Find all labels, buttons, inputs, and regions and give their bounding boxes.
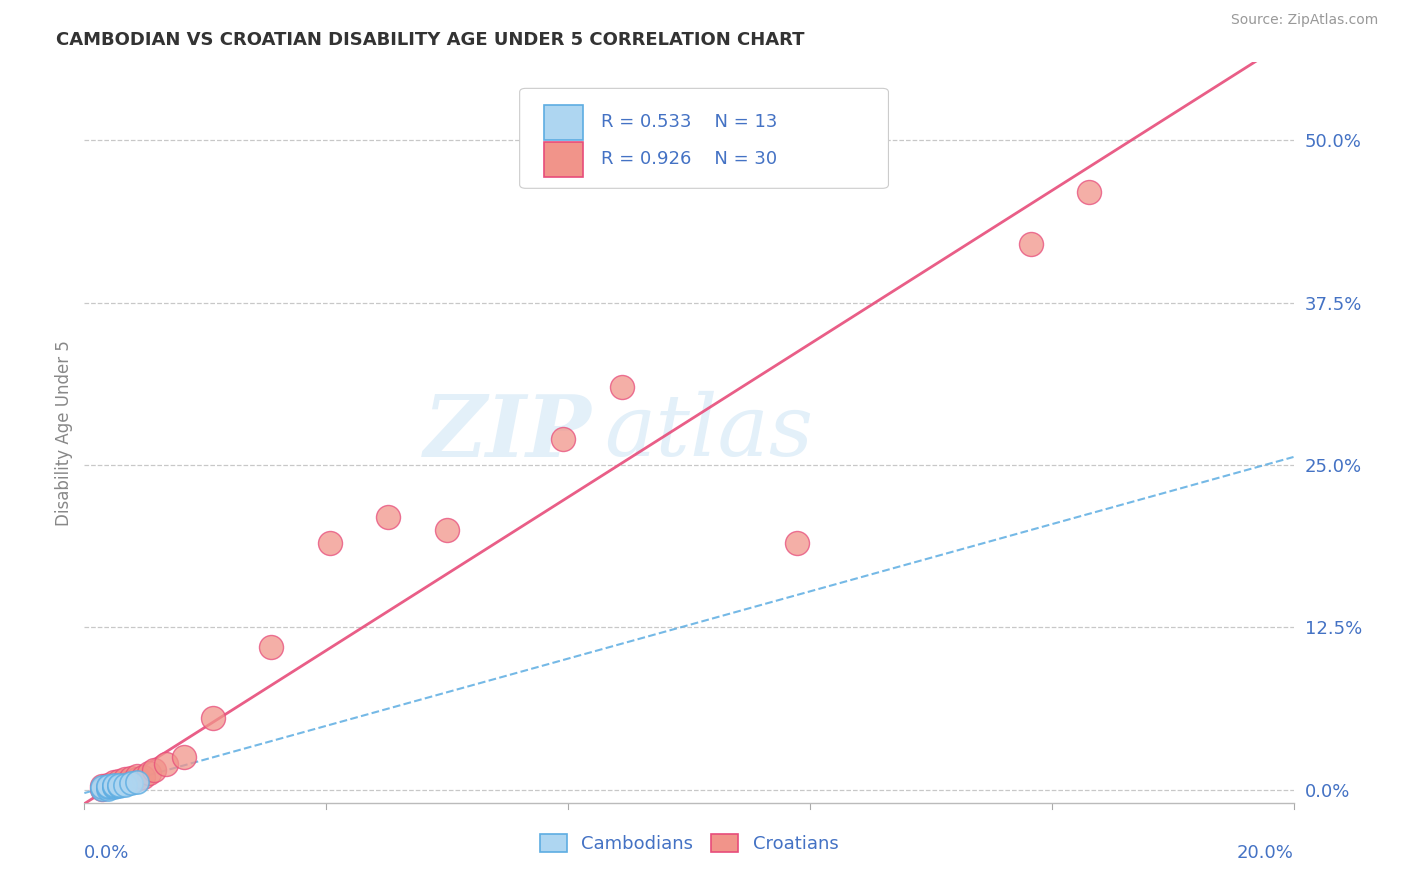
Y-axis label: Disability Age Under 5: Disability Age Under 5 <box>55 340 73 525</box>
Point <box>108 779 131 793</box>
Point <box>103 778 125 792</box>
Point <box>143 764 166 778</box>
Text: R = 0.533    N = 13: R = 0.533 N = 13 <box>600 113 778 131</box>
Point <box>90 781 112 796</box>
Point <box>90 780 112 795</box>
Point <box>90 779 112 793</box>
Point <box>97 780 120 795</box>
Point <box>120 776 142 790</box>
Point <box>103 779 125 793</box>
Point <box>125 768 148 782</box>
Point <box>436 523 458 537</box>
Point <box>103 775 125 789</box>
Point <box>1078 186 1101 200</box>
Point <box>553 432 575 446</box>
Point <box>138 766 160 780</box>
Point <box>610 380 633 394</box>
Point <box>103 780 125 795</box>
Text: R = 0.926    N = 30: R = 0.926 N = 30 <box>600 151 776 169</box>
Point <box>377 510 399 524</box>
Text: 20.0%: 20.0% <box>1237 844 1294 862</box>
Point <box>786 536 808 550</box>
Point <box>173 750 195 764</box>
Point <box>1019 237 1042 252</box>
FancyBboxPatch shape <box>520 88 889 188</box>
Point <box>120 775 142 789</box>
FancyBboxPatch shape <box>544 142 582 178</box>
Text: atlas: atlas <box>605 392 814 474</box>
Point <box>114 772 136 787</box>
Point <box>97 778 120 792</box>
Point <box>125 775 148 789</box>
Point <box>260 640 283 654</box>
Point <box>120 771 142 785</box>
Point <box>103 779 125 793</box>
Point <box>97 780 120 795</box>
Point <box>155 756 177 771</box>
Point <box>90 781 112 796</box>
Point <box>125 772 148 787</box>
Point <box>103 778 125 792</box>
Text: CAMBODIAN VS CROATIAN DISABILITY AGE UNDER 5 CORRELATION CHART: CAMBODIAN VS CROATIAN DISABILITY AGE UND… <box>56 31 804 49</box>
Point <box>114 776 136 790</box>
Point <box>108 778 131 792</box>
Point <box>132 770 155 784</box>
Text: 0.0%: 0.0% <box>84 844 129 862</box>
Point <box>108 773 131 788</box>
Point <box>97 781 120 796</box>
Point <box>201 711 224 725</box>
Point <box>114 778 136 792</box>
FancyBboxPatch shape <box>544 104 582 140</box>
Point <box>97 779 120 793</box>
Point <box>108 778 131 792</box>
Legend: Cambodians, Croatians: Cambodians, Croatians <box>533 827 845 861</box>
Point <box>318 536 340 550</box>
Text: Source: ZipAtlas.com: Source: ZipAtlas.com <box>1230 13 1378 28</box>
Text: ZIP: ZIP <box>425 391 592 475</box>
